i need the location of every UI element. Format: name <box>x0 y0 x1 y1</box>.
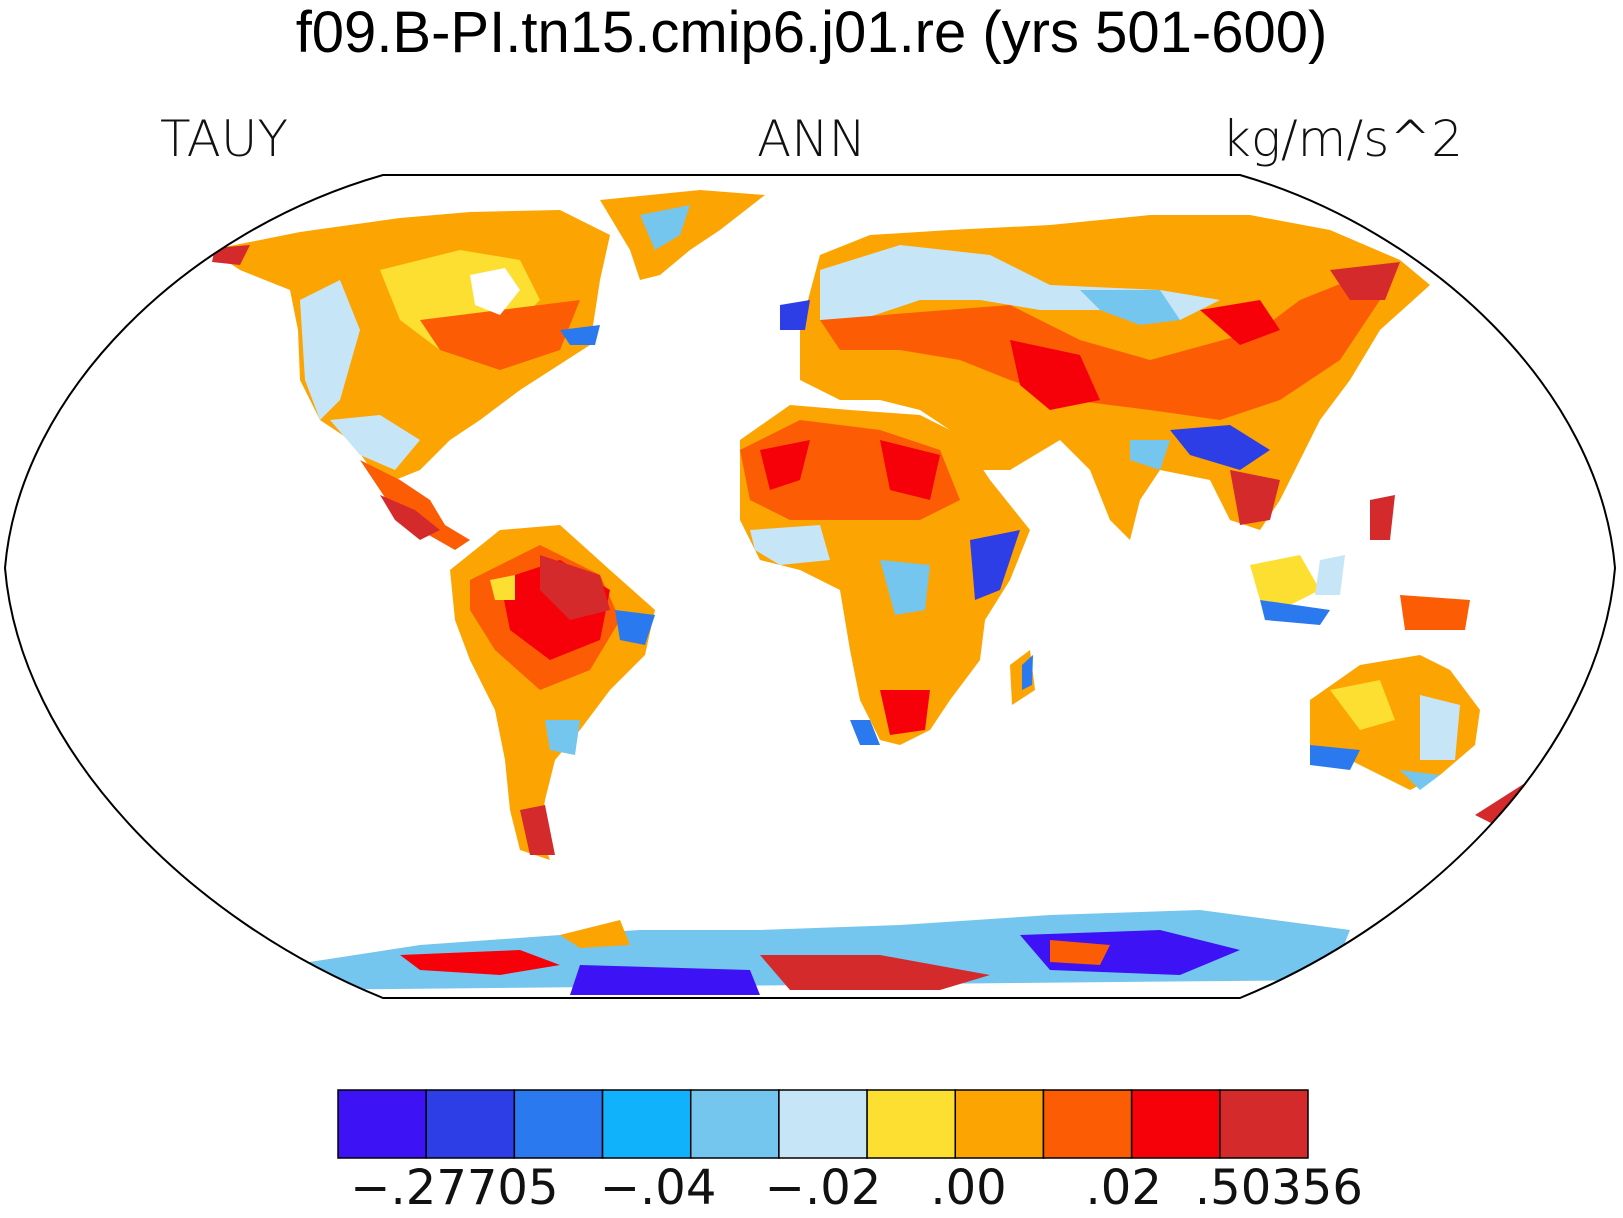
colorbar-swatch <box>513 1089 604 1159</box>
colorbar-swatch <box>425 1089 516 1159</box>
antarctica <box>290 910 1350 995</box>
colorbar-swatch <box>1219 1089 1309 1159</box>
maritime-asia <box>1250 495 1470 630</box>
eurasia <box>780 215 1430 540</box>
season-label: ANN <box>756 110 866 168</box>
colorbar-swatch <box>337 1089 427 1159</box>
colorbar-swatch <box>1130 1089 1221 1159</box>
colorbar-label: .00 <box>930 1160 1007 1216</box>
colorbar-swatch <box>601 1089 692 1159</box>
map-border <box>3 174 1617 999</box>
colorbar-swatch <box>778 1089 868 1159</box>
colorbar-label: .50356 <box>1194 1160 1363 1216</box>
colorbar-swatch <box>866 1089 957 1159</box>
colorbar-label: −.04 <box>599 1160 717 1216</box>
colorbar-label: −.02 <box>764 1160 882 1216</box>
north-america <box>210 190 765 550</box>
plot-title: f09.B-PI.tn15.cmip6.j01.re (yrs 501-600) <box>295 0 1328 65</box>
south-america <box>450 525 655 860</box>
variable-label: TAUY <box>160 110 289 168</box>
colorbar-swatch <box>954 1089 1045 1159</box>
colorbar <box>337 1089 1309 1159</box>
colorbar-label: .02 <box>1085 1160 1162 1216</box>
africa <box>740 405 1035 745</box>
units-label: kg/m/s^2 <box>1221 110 1463 168</box>
colorbar-swatch <box>689 1089 780 1159</box>
colorbar-swatch <box>1042 1089 1133 1159</box>
colorbar-label: −.27705 <box>350 1160 559 1216</box>
